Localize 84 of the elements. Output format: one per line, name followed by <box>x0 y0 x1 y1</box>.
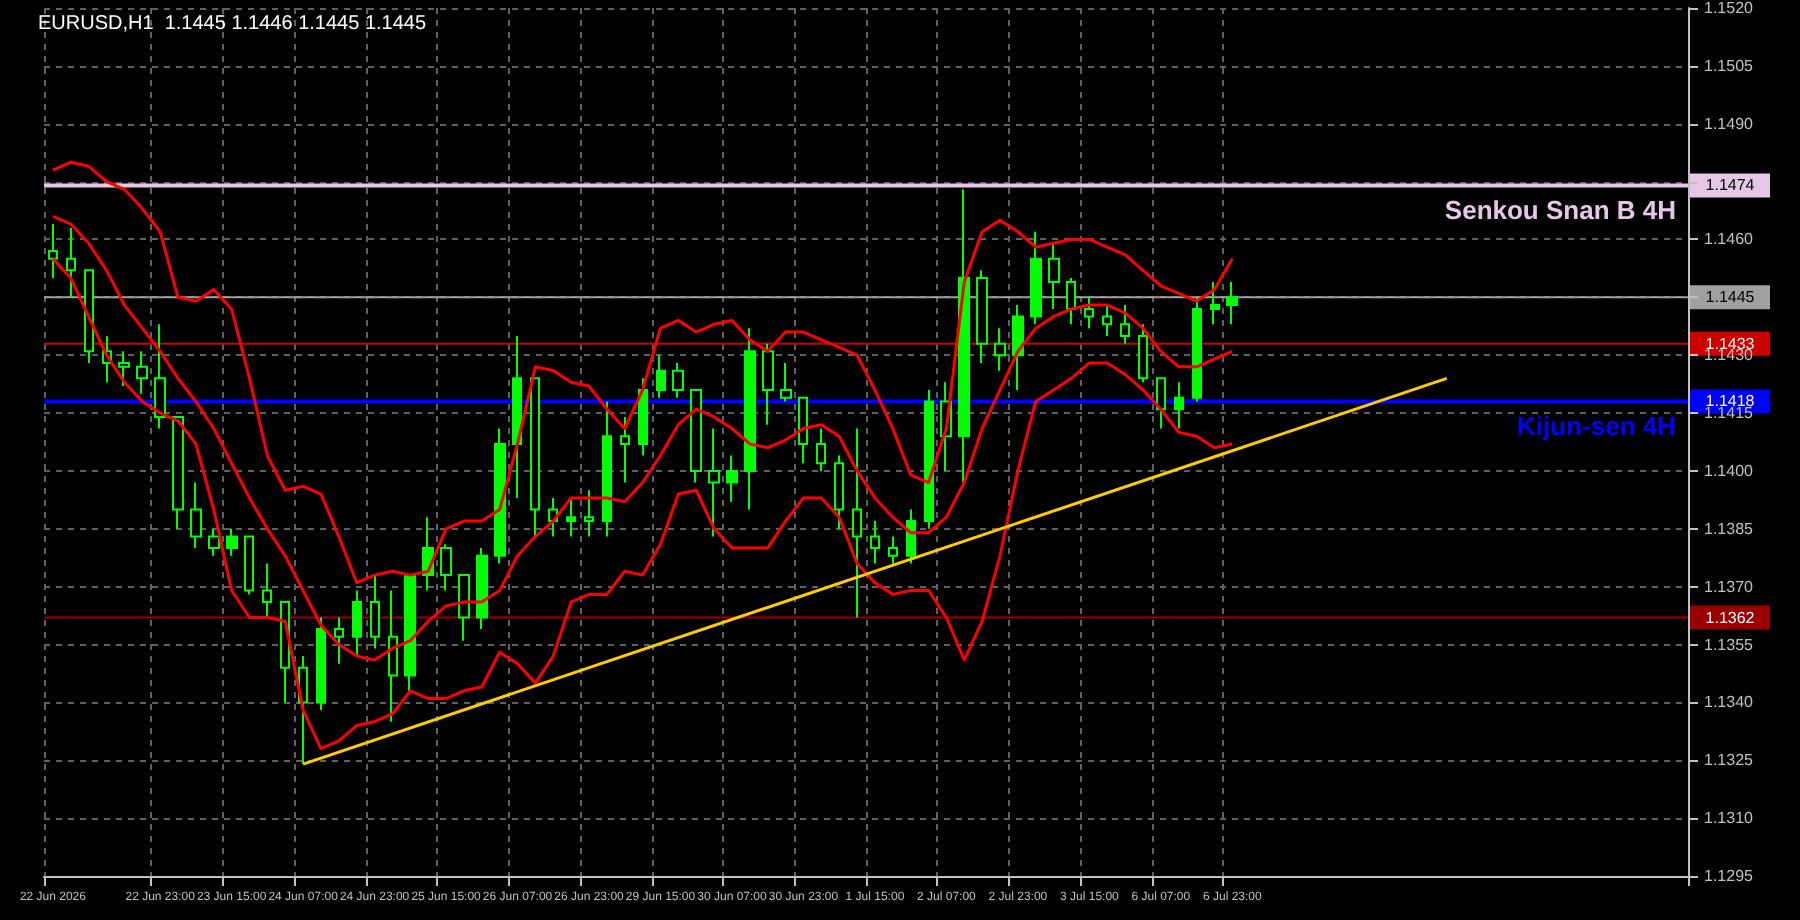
candlestick <box>762 342 774 426</box>
y-tick-label: 1.1415 <box>1704 404 1755 423</box>
candlestick <box>172 415 184 530</box>
candlestick <box>352 589 362 658</box>
candlestick <box>476 547 488 631</box>
candlestick <box>672 361 684 399</box>
candlestick <box>1102 304 1112 337</box>
candlestick <box>834 454 844 530</box>
candlestick <box>136 350 148 395</box>
candlestick <box>370 574 380 650</box>
y-tick-label: 1.1310 <box>1704 809 1755 828</box>
line-series <box>51 257 1234 751</box>
candlestick <box>1084 296 1094 330</box>
candlestick <box>656 354 666 399</box>
ref-line-label: Kijun-sen 4H <box>1517 411 1676 442</box>
candlestick <box>924 388 934 530</box>
candlestick <box>690 388 702 484</box>
candlestick <box>976 269 988 364</box>
candlestick <box>388 589 398 723</box>
candlestick <box>1174 381 1184 430</box>
candlestick <box>638 377 648 457</box>
candlestick <box>208 527 220 557</box>
candlestick <box>1120 304 1130 345</box>
candlestick <box>298 655 308 766</box>
candlestick <box>440 543 452 592</box>
y-tick-label: 1.1520 <box>1704 0 1755 17</box>
annotation: 1.1362 <box>1705 608 1756 627</box>
annotation: 1.1445 <box>1705 288 1756 307</box>
ref-line-label: Senkou Snan B 4H <box>1444 195 1676 226</box>
candlestick <box>584 489 594 538</box>
candlestick <box>620 415 630 484</box>
line-series <box>51 160 1234 585</box>
candlestick <box>66 226 76 299</box>
candlestick <box>530 377 540 538</box>
y-tick-label: 1.1325 <box>1704 751 1755 770</box>
candlestick <box>244 535 254 596</box>
candlestick <box>458 574 470 642</box>
candlestick <box>1210 280 1220 326</box>
candlestick <box>334 616 344 665</box>
candlestick <box>994 327 1006 372</box>
y-tick-label: 1.1460 <box>1704 230 1755 249</box>
candlestick <box>262 562 272 619</box>
line-series <box>51 214 1234 662</box>
candlestick <box>852 427 862 619</box>
candlestick <box>1066 277 1076 326</box>
candlestick <box>798 396 808 465</box>
y-tick-label: 1.1400 <box>1704 461 1755 480</box>
candlestick <box>708 427 720 538</box>
candlestick <box>888 535 898 565</box>
candlestick <box>1030 230 1042 326</box>
candlestick <box>1048 242 1060 310</box>
y-tick-label: 1.1490 <box>1704 114 1755 133</box>
candlestick <box>780 361 792 403</box>
y-tick-label: 1.1295 <box>1704 867 1755 885</box>
y-tick-label: 1.1370 <box>1704 577 1755 596</box>
candlestick <box>494 427 506 565</box>
candlestick <box>1226 280 1238 326</box>
candlestick <box>870 520 880 565</box>
candlestick <box>816 427 826 472</box>
candlestick <box>958 188 970 484</box>
candlestick <box>1012 304 1024 391</box>
y-tick-label: 1.1385 <box>1704 519 1755 538</box>
candlestick <box>1156 377 1166 430</box>
candlestick <box>1192 296 1202 403</box>
candlestick <box>726 454 738 503</box>
candlestick <box>602 400 612 538</box>
candlestick <box>84 269 94 364</box>
candlestick <box>48 223 58 280</box>
y-tick-label: 1.1340 <box>1704 693 1755 712</box>
candlestick <box>316 616 326 712</box>
candlestick <box>226 527 238 557</box>
candlestick <box>404 574 416 692</box>
candlestick <box>190 481 202 550</box>
y-tick-label: 1.1505 <box>1704 56 1755 75</box>
y-tick-label: 1.1355 <box>1704 635 1755 654</box>
annotation: 1.1474 <box>1705 176 1756 195</box>
candlestick <box>512 334 522 499</box>
candlestick <box>1138 323 1148 384</box>
candlestick <box>906 508 916 565</box>
candlestick <box>154 323 166 430</box>
candlestick <box>744 327 756 511</box>
candlestick <box>566 496 576 538</box>
candlestick <box>118 350 130 388</box>
chart-title: EURUSD,H1 1.1445 1.1446 1.1445 1.1445 <box>38 13 427 35</box>
